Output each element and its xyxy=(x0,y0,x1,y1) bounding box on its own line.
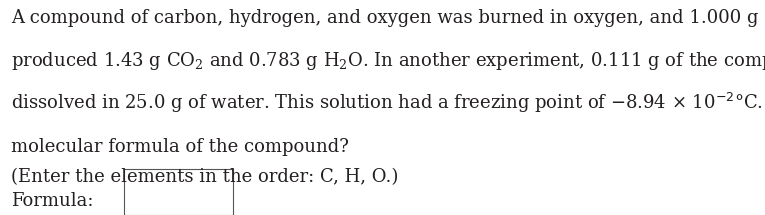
Text: A compound of carbon, hydrogen, and oxygen was burned in oxygen, and 1.000 g of : A compound of carbon, hydrogen, and oxyg… xyxy=(11,9,765,27)
Bar xyxy=(125,169,233,215)
Text: (Enter the elements in the order: C, H, O.): (Enter the elements in the order: C, H, … xyxy=(11,168,399,186)
Text: dissolved in 25.0 g of water. This solution had a freezing point of $-$8.94 × 10: dissolved in 25.0 g of water. This solut… xyxy=(11,91,765,115)
Text: molecular formula of the compound?: molecular formula of the compound? xyxy=(11,138,350,156)
Text: produced 1.43 g $\mathregular{CO_2}$ and 0.783 g $\mathregular{H_2O}$. In anothe: produced 1.43 g $\mathregular{CO_2}$ and… xyxy=(11,50,765,72)
Text: Formula:: Formula: xyxy=(11,192,94,210)
